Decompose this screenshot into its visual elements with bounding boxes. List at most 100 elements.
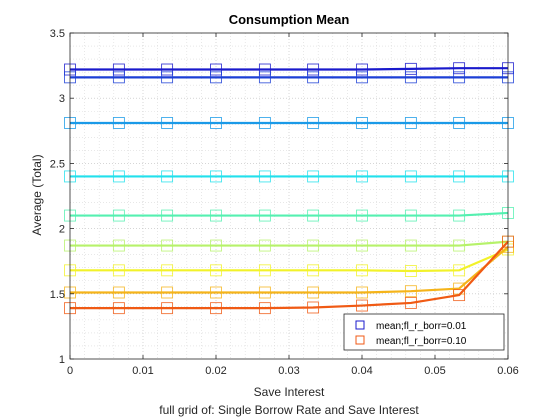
y-tick-label: 2 [59,224,65,236]
data-point [210,239,222,252]
x-tick-label: 0.02 [205,365,226,377]
legend: mean;fl_r_borr=0.01 mean;fl_r_borr=0.10 [343,313,505,351]
x-tick-label: 0.01 [132,365,153,377]
data-point [356,170,368,183]
y-tick-label: 1 [59,354,65,366]
chart-subtitle: full grid of: Single Borrow Rate and Sav… [159,403,419,417]
data-point [356,63,368,76]
legend-marker [355,335,365,345]
data-point [112,286,125,299]
y-tick-label: 2.5 [50,158,65,170]
x-tick-label: 0.06 [497,365,518,377]
data-point [210,63,222,76]
data-point [161,170,174,183]
series-line [70,246,509,294]
legend-entry: mean;fl_r_borr=0.10 [376,336,467,347]
series-line [70,248,509,273]
data-point [453,62,466,75]
data-point [112,71,125,84]
data-point [112,63,125,76]
data-point [258,286,271,299]
data-point [356,239,368,252]
x-tick-label: 0.04 [351,365,372,377]
data-point [258,63,271,76]
data-point [404,265,417,277]
data-point [258,209,271,222]
data-point [112,170,125,183]
data-point [356,209,368,222]
data-point [453,289,466,302]
data-point [404,285,417,298]
series-9 [64,235,514,315]
data-point [112,264,125,277]
data-point [307,63,320,76]
data-point [404,170,417,183]
data-point [161,63,174,76]
data-point [210,117,222,129]
data-point [307,209,320,222]
series-2 [64,71,514,84]
y-axis-label: Average (Total) [30,154,44,235]
legend-box [343,313,505,351]
data-point [453,71,466,84]
data-point [161,264,174,277]
series-line [70,67,508,71]
legend-entry: mean;fl_r_borr=0.01 [376,321,467,332]
data-point [161,302,174,315]
legend-marker [355,320,365,330]
grid [70,33,508,359]
data-point [307,117,320,129]
x-axis-label: Save Interest [254,385,325,399]
data-point [453,264,466,277]
data-point [112,209,125,222]
data-point [453,117,466,129]
data-point [307,301,320,314]
data-point [404,71,417,84]
series-line [70,240,509,247]
data-point [161,239,174,252]
data-point [210,170,222,183]
data-point [112,239,125,252]
data-point [210,286,222,299]
data-point [210,302,222,315]
data-point [258,117,271,129]
series-line [70,211,509,217]
data-point [404,62,417,75]
data-point [356,71,368,84]
data-point [356,286,368,299]
data-point [356,264,368,277]
y-tick-label: 3.5 [50,28,65,40]
data-point [307,286,320,299]
data-point [307,170,320,183]
data-point [404,296,417,309]
data-point [258,71,271,84]
data-point [453,239,466,252]
series-layer [64,62,514,315]
data-point [112,117,125,129]
data-point [210,71,222,84]
series-1 [64,62,514,76]
data-point [453,170,466,183]
data-point [161,286,174,299]
x-tick-label: 0.05 [424,365,445,377]
data-point [210,264,222,277]
data-point [161,71,174,84]
chart-title: Consumption Mean [229,12,350,27]
data-point [161,117,174,129]
y-tick-label: 1.5 [50,289,65,301]
data-point [356,117,368,129]
data-point [258,170,271,183]
data-point [307,264,320,277]
data-point [161,209,174,222]
data-point [453,209,466,222]
data-point [112,302,125,315]
data-point [307,71,320,84]
x-tick-label: 0 [67,365,73,377]
ticks: 0 0.01 0.02 0.03 0.04 0.05 0.06 1 1.5 2 2.5 3 3.5 [50,28,519,377]
data-point [307,239,320,252]
data-point [404,209,417,222]
data-point [258,302,271,315]
data-point [404,239,417,252]
data-point [356,299,368,312]
